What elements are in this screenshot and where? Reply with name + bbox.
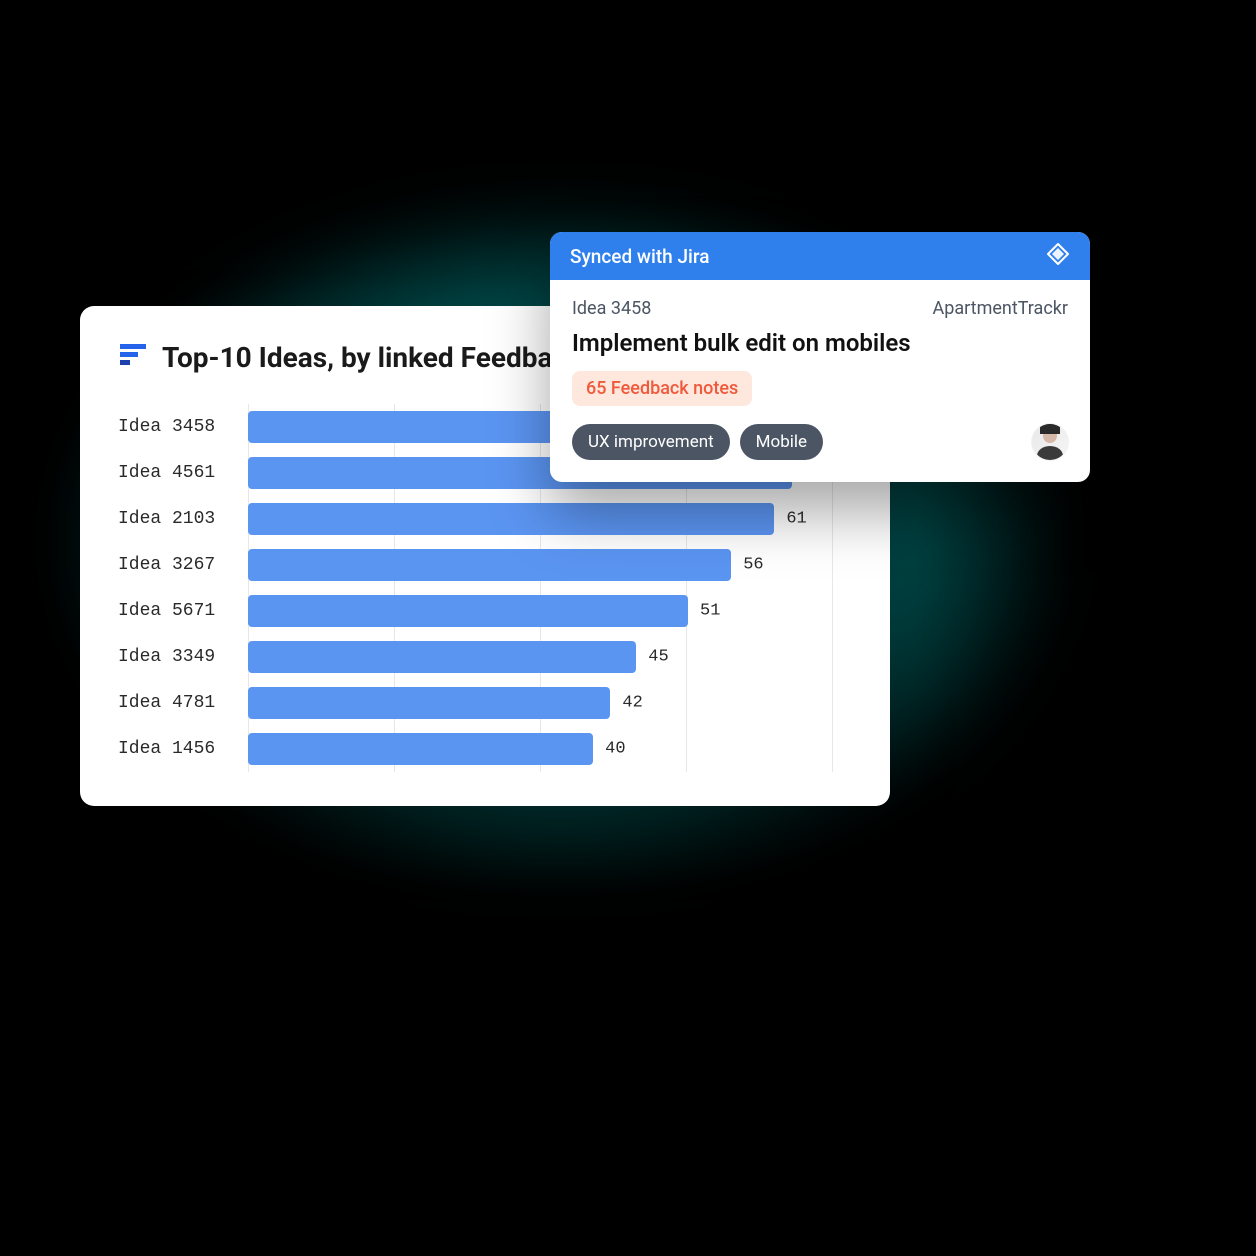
idea-title[interactable]: Implement bulk edit on mobiles [572, 329, 1068, 357]
bar-row[interactable]: Idea 326756 [248, 542, 852, 588]
bar-label: Idea 2103 [118, 509, 238, 529]
sync-status-label: Synced with Jira [570, 245, 709, 268]
popup-header: Synced with Jira [550, 232, 1090, 280]
idea-id: Idea 3458 [572, 298, 651, 319]
bar-value: 45 [648, 648, 668, 667]
bar-value: 61 [786, 510, 806, 529]
bar-label: Idea 1456 [118, 739, 238, 759]
bar-label: Idea 3267 [118, 555, 238, 575]
jira-icon [1046, 242, 1070, 271]
tag-pill[interactable]: Mobile [740, 424, 823, 460]
bar-value: 40 [605, 740, 625, 759]
chart-title: Top-10 Ideas, by linked Feedback [162, 341, 582, 374]
popup-meta-row: Idea 3458 ApartmentTrackr [572, 298, 1068, 319]
bar[interactable] [248, 549, 731, 581]
bar-label: Idea 3349 [118, 647, 238, 667]
bar[interactable] [248, 503, 774, 535]
project-name: ApartmentTrackr [933, 298, 1069, 319]
bar-label: Idea 4561 [118, 463, 238, 483]
bar-row[interactable]: Idea 478142 [248, 680, 852, 726]
bar-label: Idea 4781 [118, 693, 238, 713]
bar-row[interactable]: Idea 334945 [248, 634, 852, 680]
bar[interactable] [248, 641, 636, 673]
bar-value: 42 [622, 694, 642, 713]
tag-pill[interactable]: UX improvement [572, 424, 730, 460]
feedback-notes-badge[interactable]: 65 Feedback notes [572, 371, 752, 406]
bar[interactable] [248, 733, 593, 765]
bar-row[interactable]: Idea 210361 [248, 496, 852, 542]
bar-label: Idea 3458 [118, 417, 238, 437]
bar-label: Idea 5671 [118, 601, 238, 621]
bar-value: 56 [743, 556, 763, 575]
bar-value: 51 [700, 602, 720, 621]
popup-body: Idea 3458 ApartmentTrackr Implement bulk… [550, 280, 1090, 482]
assignee-avatar[interactable] [1032, 424, 1068, 460]
app-logo-icon [118, 340, 148, 374]
bar[interactable] [248, 595, 688, 627]
idea-detail-popup: Synced with Jira Idea 3458 ApartmentTrac… [550, 232, 1090, 482]
bar-row[interactable]: Idea 145640 [248, 726, 852, 772]
tag-row: UX improvement Mobile [572, 424, 1068, 460]
bar[interactable] [248, 687, 610, 719]
bar-row[interactable]: Idea 567151 [248, 588, 852, 634]
